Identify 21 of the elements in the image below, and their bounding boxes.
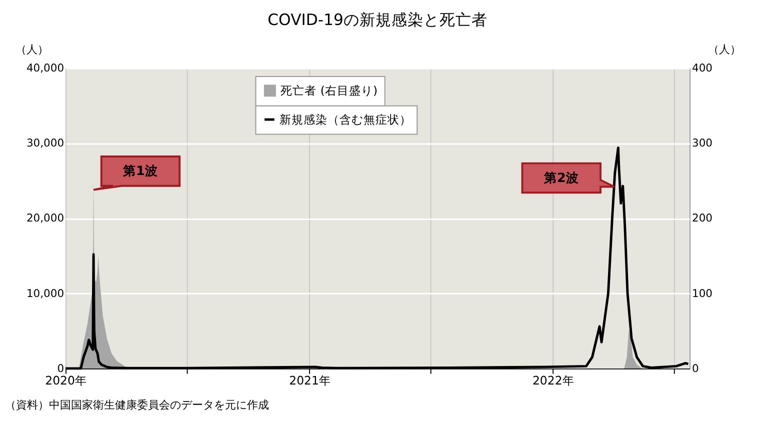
y2-tick-label: 200 (692, 212, 713, 225)
y2-tick-label: 100 (692, 286, 713, 300)
legend-label: 新規感染（含む無症状） (280, 112, 412, 126)
x-tick-label: 2020年 (45, 374, 87, 388)
annotation: 第2波 (542, 170, 579, 185)
chart-title: COVID-19の新規感染と死亡者 (268, 10, 488, 30)
y-tick-label: 30,000 (26, 136, 64, 150)
y-axis-title: （人） (15, 43, 48, 56)
y-tick-label: 0 (57, 362, 64, 375)
y2-tick-label: 400 (692, 62, 713, 75)
y-tick-label: 40,000 (26, 62, 64, 75)
y2-tick-label: 0 (692, 362, 699, 375)
text: （資料）中国国家衛生健康委員会のデータを元に作成 (4, 398, 269, 412)
x-tick-label: 2021年 (289, 374, 331, 388)
annotation: 第1波 (122, 163, 158, 178)
y2-axis-title: （人） (708, 43, 741, 56)
y-tick-label: 10,000 (26, 286, 64, 300)
legend-label: 死亡者 (右目盛り) (280, 84, 378, 98)
y2-tick-label: 300 (692, 136, 713, 150)
x-tick-label: 2022年 (532, 374, 574, 388)
y-tick-label: 20,000 (26, 212, 64, 225)
